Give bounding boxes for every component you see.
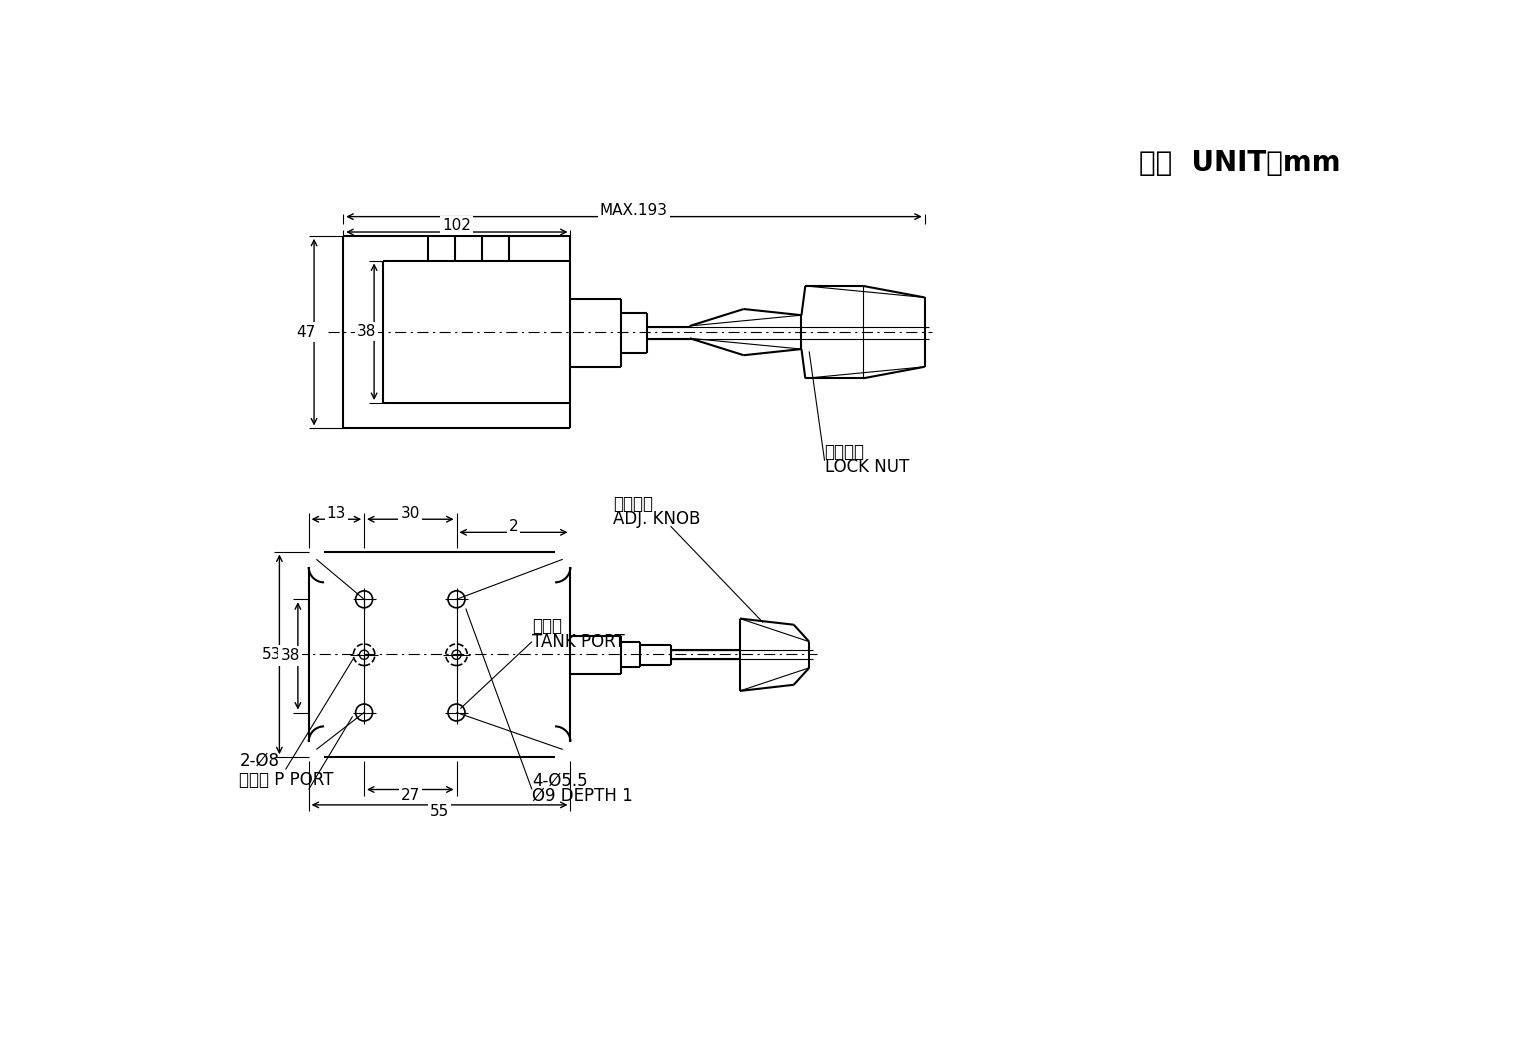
Text: 2: 2 — [509, 519, 518, 533]
Text: 102: 102 — [442, 218, 471, 234]
Text: LOCK NUT: LOCK NUT — [824, 458, 909, 476]
Text: 27: 27 — [400, 788, 420, 803]
Text: 2-Ø8: 2-Ø8 — [239, 751, 279, 769]
Text: 53: 53 — [262, 647, 282, 662]
Text: 55: 55 — [430, 804, 448, 818]
Text: MAX.193: MAX.193 — [600, 203, 668, 218]
Text: 單位  UNIT：mm: 單位 UNIT：mm — [1139, 149, 1341, 177]
Text: ADJ. KNOB: ADJ. KNOB — [612, 510, 700, 528]
Text: Ø9 DEPTH 1: Ø9 DEPTH 1 — [532, 787, 633, 805]
Text: 38: 38 — [356, 324, 376, 340]
Text: TANK PORT: TANK PORT — [532, 633, 624, 651]
Text: 固定螺帽: 固定螺帽 — [824, 442, 865, 461]
Text: 4-Ø5.5: 4-Ø5.5 — [532, 771, 588, 789]
Text: 壓力口 P PORT: 壓力口 P PORT — [239, 771, 333, 789]
Text: 38: 38 — [280, 649, 300, 663]
Text: 30: 30 — [400, 505, 420, 521]
Text: 13: 13 — [327, 505, 345, 521]
Text: 回油口: 回油口 — [532, 617, 562, 635]
Text: 47: 47 — [297, 325, 317, 340]
Text: 調節旋鈕: 調節旋鈕 — [612, 495, 653, 514]
